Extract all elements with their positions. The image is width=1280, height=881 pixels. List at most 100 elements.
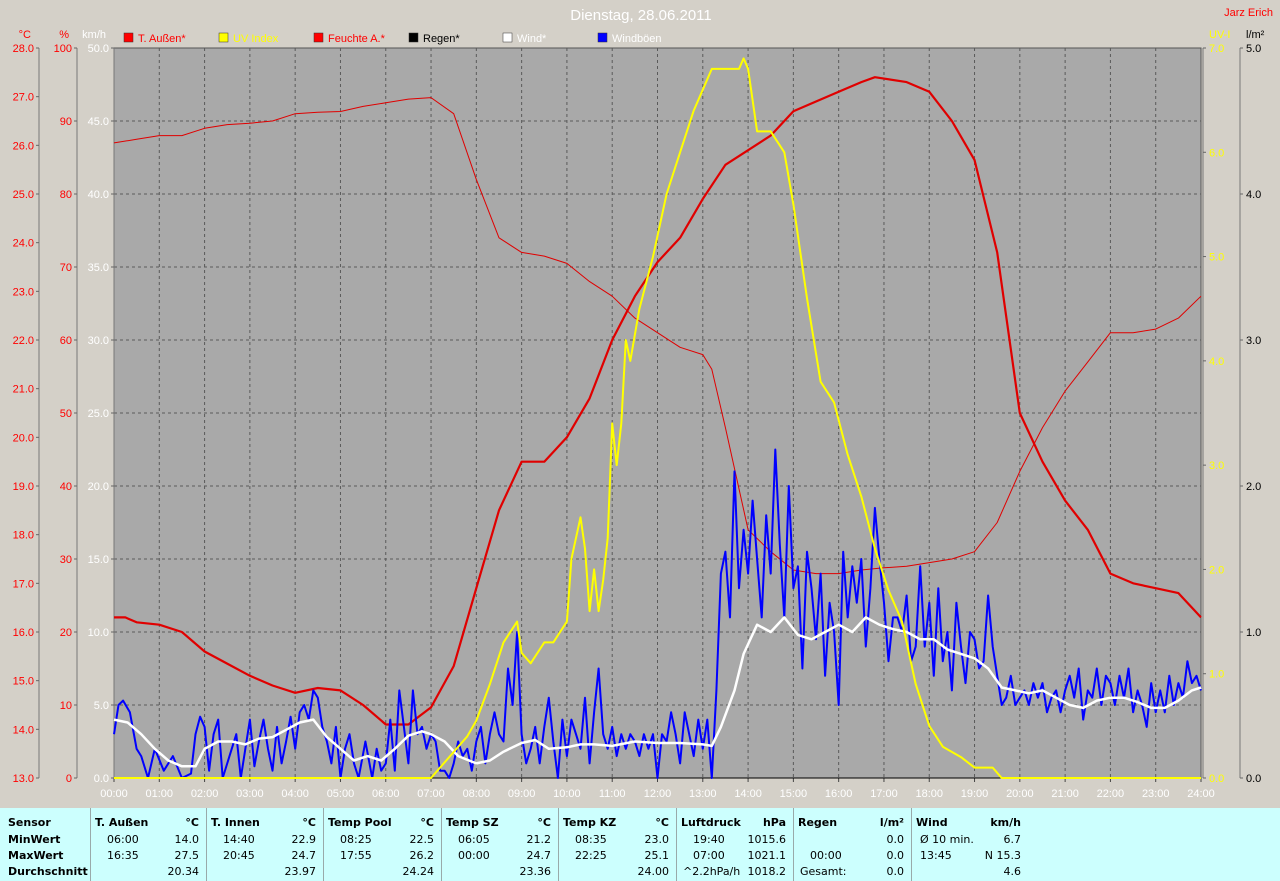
stats-column-name: Luftdruck [681, 816, 741, 829]
left-tick-label: 20.0 [88, 481, 109, 493]
left-tick-label: 25.0 [13, 189, 34, 201]
legend-swatch [313, 32, 324, 43]
stats-cell-time: 00:00 [458, 849, 490, 862]
right-tick-label: 5.0 [1209, 252, 1224, 264]
stats-cell-value: 0.0 [886, 849, 905, 862]
series-line-feuchte-a [113, 97, 1202, 575]
left-tick-label: 60 [60, 335, 72, 347]
left-tick-label: 22.0 [13, 335, 34, 347]
stats-column: Regen l/m² 0.0 00:00 0.0 Gesamt: 0.0 [793, 808, 910, 881]
right-tick-label: 1.0 [1209, 669, 1224, 681]
stats-cell-value: 23.0 [644, 833, 670, 846]
left-tick-label: 30 [60, 554, 72, 566]
stats-cell-value: 25.1 [644, 849, 670, 862]
stats-cell-time: 22:25 [575, 849, 607, 862]
x-tick-label: 15:00 [780, 788, 808, 800]
stats-column-name: T. Außen [95, 816, 149, 829]
left-tick-label: 25.0 [88, 408, 109, 420]
left-tick-label: 30.0 [88, 335, 109, 347]
stats-cell-time: 14:40 [223, 833, 255, 846]
left-tick-label: 16.0 [13, 627, 34, 639]
row-label-avg: Durchschnitt [8, 865, 88, 878]
x-tick-label: 22:00 [1097, 788, 1125, 800]
stats-cell-value: 22.9 [291, 833, 317, 846]
x-tick-label: 13:00 [689, 788, 717, 800]
right-axis-unit: l/m² [1246, 29, 1265, 41]
left-tick-label: 40 [60, 481, 72, 493]
right-axis-unit: UV-I [1209, 29, 1230, 41]
x-tick-label: 19:00 [961, 788, 989, 800]
stats-cell-time: 06:05 [458, 833, 490, 846]
stats-cell-time: ^2.2hPa/h [683, 865, 741, 878]
stats-column-name: Temp Pool [328, 816, 392, 829]
stats-column: Luftdruck hPa 19:40 1015.6 07:00 1021.1 ^2.2hP… [676, 808, 792, 881]
stats-cell-value: 1018.2 [747, 865, 787, 878]
left-tick-label: 5.0 [94, 700, 109, 712]
x-tick-label: 18:00 [915, 788, 943, 800]
x-tick-label: 07:00 [417, 788, 445, 800]
stats-column-name: Regen [798, 816, 838, 829]
stats-cell-value: 20.34 [167, 865, 200, 878]
left-tick-label: 10 [60, 700, 72, 712]
left-tick-label: 15.0 [88, 554, 109, 566]
right-tick-label: 6.0 [1209, 147, 1224, 159]
left-tick-label: 27.0 [13, 92, 34, 104]
x-tick-label: 06:00 [372, 788, 400, 800]
stats-column: Temp Pool °C 08:25 22.5 17:55 26.2 24.24 [323, 808, 440, 881]
x-tick-label: 21:00 [1051, 788, 1079, 800]
left-tick-label: 13.0 [13, 773, 34, 785]
stats-column-unit: km/h [990, 816, 1021, 829]
stats-column-unit: l/m² [879, 816, 904, 829]
stats-cell-time: 20:45 [223, 849, 255, 862]
stats-cell-value: 14.0 [174, 833, 200, 846]
stats-cell-time: 06:00 [107, 833, 139, 846]
left-axis-unit: % [59, 29, 69, 41]
stats-cell-value: 27.5 [174, 849, 200, 862]
right-tick-label: 1.0 [1246, 627, 1261, 639]
stats-column-name: Temp SZ [446, 816, 499, 829]
right-tick-label: 0.0 [1209, 773, 1224, 785]
left-tick-label: 14.0 [13, 724, 34, 736]
x-tick-label: 04:00 [281, 788, 309, 800]
right-tick-label: 7.0 [1209, 43, 1224, 55]
row-label-min: MinWert [8, 833, 61, 846]
legend: T. Außen* UV Index Feuchte A.* Regen* Wind* W… [123, 32, 662, 45]
stats-column-unit: °C [302, 816, 316, 829]
chart-title: Dienstag, 28.06.2011 [570, 7, 712, 24]
left-tick-label: 23.0 [13, 286, 34, 298]
stats-cell-value: 23.97 [284, 865, 317, 878]
stats-cell-value: 24.24 [402, 865, 435, 878]
stats-cell-value: 1015.6 [747, 833, 787, 846]
stats-cell-value: 0.0 [886, 833, 905, 846]
stats-cell-value: 21.2 [526, 833, 552, 846]
left-tick-label: 0 [66, 773, 72, 785]
stats-cell-time: 08:35 [575, 833, 607, 846]
stats-column-unit: °C [420, 816, 434, 829]
x-tick-label: 20:00 [1006, 788, 1034, 800]
left-tick-label: 90 [60, 116, 72, 128]
row-label-sensor: Sensor [8, 816, 51, 829]
right-tick-label: 4.0 [1246, 189, 1261, 201]
stats-cell-value: 22.5 [409, 833, 435, 846]
left-tick-label: 18.0 [13, 530, 34, 542]
stats-cell-value: 26.2 [409, 849, 435, 862]
x-tick-label: 11:00 [599, 788, 626, 800]
stats-cell-time: 08:25 [340, 833, 372, 846]
stats-cell-time: 17:55 [340, 849, 372, 862]
stats-cell-value: 0.0 [886, 865, 905, 878]
legend-swatch [218, 32, 229, 43]
stats-cell-time: Ø 10 min. [920, 833, 974, 846]
left-tick-label: 24.0 [13, 238, 34, 250]
stats-column-unit: hPa [762, 816, 786, 829]
left-tick-label: 28.0 [13, 43, 34, 55]
author-label: Jarz Erich [1224, 7, 1273, 19]
right-tick-label: 3.0 [1209, 460, 1224, 472]
legend-swatch [597, 32, 608, 43]
stats-column: Temp SZ °C 06:05 21.2 00:00 24.7 23.36 [441, 808, 557, 881]
stats-cell-value: 1021.1 [747, 849, 787, 862]
x-tick-label: 16:00 [825, 788, 853, 800]
x-tick-label: 23:00 [1142, 788, 1170, 800]
left-tick-label: 20.0 [13, 432, 34, 444]
legend-label: UV Index [233, 33, 279, 45]
left-tick-label: 21.0 [13, 384, 34, 396]
